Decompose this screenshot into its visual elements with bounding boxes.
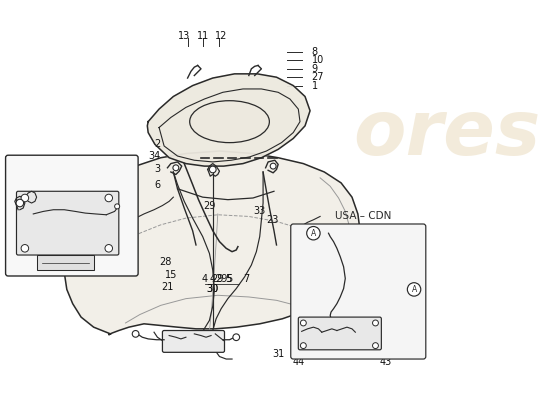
Circle shape: [105, 244, 113, 252]
Text: USA – CDN: USA – CDN: [335, 212, 392, 222]
Text: 34: 34: [148, 151, 161, 161]
Text: 29: 29: [215, 274, 227, 284]
Text: 7: 7: [243, 274, 250, 284]
Text: 25: 25: [336, 322, 348, 332]
Text: 4: 4: [201, 274, 207, 284]
Bar: [37, 255, 94, 270]
Circle shape: [21, 244, 29, 252]
Text: 21: 21: [161, 282, 174, 292]
Polygon shape: [64, 151, 360, 335]
Text: A: A: [311, 229, 316, 238]
Text: 17: 17: [326, 322, 338, 332]
Text: 12: 12: [215, 31, 227, 41]
Text: 37: 37: [356, 284, 369, 294]
Text: 43: 43: [379, 357, 392, 367]
Text: 23: 23: [266, 215, 278, 225]
Circle shape: [173, 165, 179, 171]
Text: 23: 23: [356, 322, 369, 332]
Text: 11: 11: [196, 31, 209, 41]
FancyBboxPatch shape: [298, 317, 381, 350]
Text: 31: 31: [272, 349, 284, 359]
Text: 30: 30: [207, 284, 219, 294]
Circle shape: [372, 343, 378, 348]
Text: 26: 26: [78, 159, 90, 169]
Text: 22: 22: [9, 159, 21, 169]
Text: 27: 27: [312, 72, 324, 82]
Circle shape: [16, 199, 24, 207]
Text: 10: 10: [312, 56, 324, 66]
Circle shape: [105, 194, 113, 202]
Text: 42: 42: [356, 332, 369, 342]
Circle shape: [210, 166, 216, 173]
Text: 26: 26: [346, 322, 358, 332]
Text: 5: 5: [225, 274, 231, 284]
Circle shape: [372, 320, 378, 326]
Circle shape: [300, 320, 306, 326]
Text: 16: 16: [9, 255, 21, 265]
Text: 6: 6: [155, 180, 161, 190]
Circle shape: [233, 334, 240, 340]
Text: 9: 9: [312, 64, 318, 74]
Text: 35: 35: [44, 167, 56, 177]
Text: 5: 5: [227, 274, 233, 284]
Text: 14: 14: [32, 159, 45, 169]
Text: 44: 44: [295, 322, 308, 332]
Circle shape: [21, 194, 29, 202]
Text: 44: 44: [293, 357, 305, 367]
Text: 17: 17: [9, 200, 21, 210]
Text: ores: ores: [354, 97, 541, 171]
Text: 24: 24: [89, 159, 102, 169]
FancyBboxPatch shape: [16, 191, 119, 255]
Text: 19: 19: [108, 223, 121, 233]
Circle shape: [408, 283, 421, 296]
Text: 29: 29: [212, 274, 224, 284]
Text: 33: 33: [254, 206, 266, 216]
Text: 40: 40: [293, 349, 305, 359]
Text: 23: 23: [356, 322, 369, 332]
Text: 8: 8: [312, 47, 318, 57]
Text: 30: 30: [207, 284, 219, 294]
Text: 20: 20: [108, 209, 121, 219]
FancyBboxPatch shape: [291, 224, 426, 359]
Text: 29: 29: [203, 200, 215, 210]
Polygon shape: [147, 74, 310, 166]
Circle shape: [114, 204, 120, 209]
Text: 23: 23: [343, 237, 356, 247]
Circle shape: [307, 226, 320, 240]
Text: 36: 36: [316, 322, 328, 332]
Text: 40: 40: [293, 332, 305, 342]
Text: 28: 28: [159, 257, 171, 267]
Text: 38: 38: [306, 322, 318, 332]
FancyBboxPatch shape: [6, 155, 138, 276]
Text: 18: 18: [113, 184, 125, 194]
Circle shape: [132, 330, 139, 337]
Text: 13: 13: [178, 31, 190, 41]
Text: 32: 32: [388, 318, 400, 328]
Text: 3: 3: [155, 164, 161, 174]
Text: 39: 39: [377, 247, 389, 257]
FancyBboxPatch shape: [162, 330, 224, 352]
Circle shape: [270, 163, 276, 169]
Text: 2: 2: [155, 139, 161, 149]
Text: 23: 23: [102, 159, 115, 169]
Text: 42: 42: [356, 332, 369, 342]
Text: 45: 45: [364, 257, 377, 267]
Text: 1: 1: [312, 80, 318, 90]
Text: 25: 25: [64, 159, 76, 169]
Circle shape: [300, 343, 306, 348]
Text: A: A: [411, 285, 417, 294]
Text: 46: 46: [318, 268, 331, 278]
Text: 15: 15: [164, 270, 177, 280]
Text: 4: 4: [210, 274, 216, 284]
Ellipse shape: [190, 101, 270, 143]
Text: 41: 41: [293, 341, 305, 351]
